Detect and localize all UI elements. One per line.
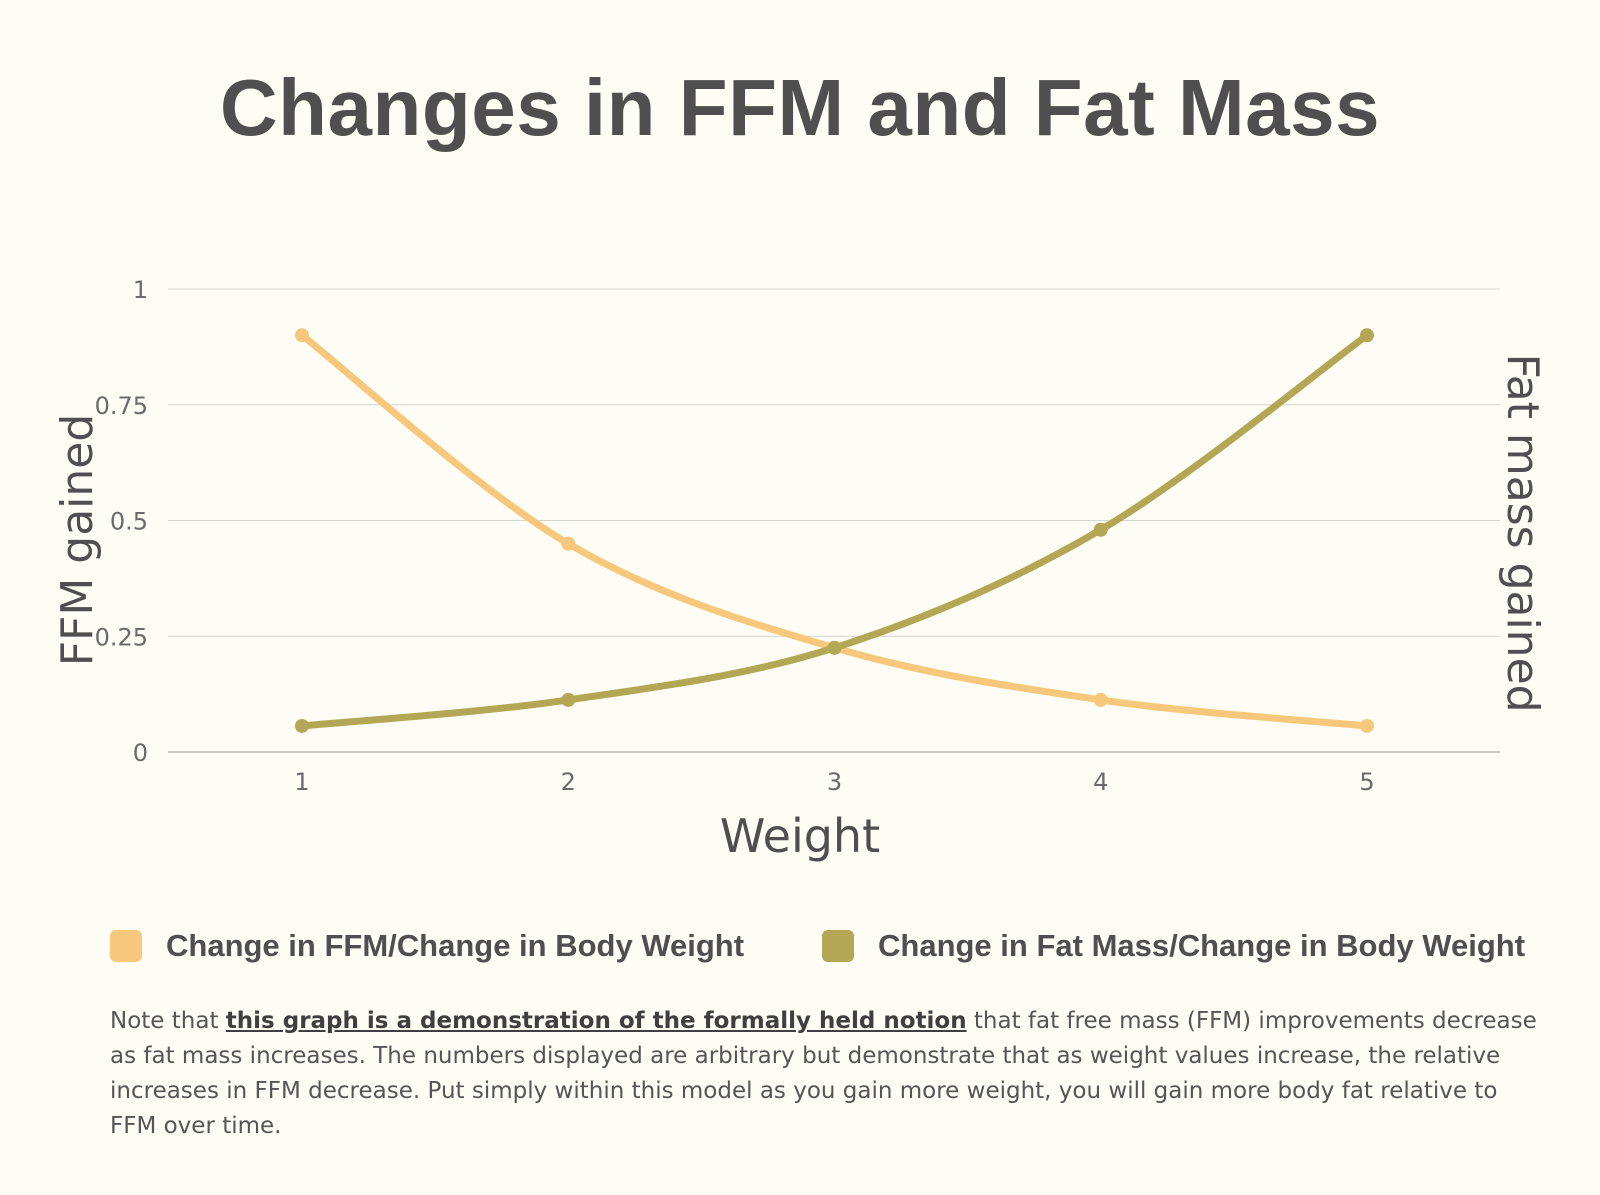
data-point-ffm xyxy=(1093,692,1108,707)
data-point-ffm xyxy=(295,328,309,343)
x-axis-title: Weight xyxy=(720,809,880,863)
legend-label-fat: Change in Fat Mass/Change in Body Weight xyxy=(878,928,1526,963)
data-point-fat xyxy=(1093,522,1108,537)
footnote: Note that this graph is a demonstration … xyxy=(110,1004,1540,1144)
data-point-fat xyxy=(295,718,309,733)
y-tick-label: 0 xyxy=(133,739,148,767)
y-tick-label: 0.25 xyxy=(95,623,148,651)
x-tick-label: 4 xyxy=(1093,768,1108,796)
y-axis-title-left: FFM gained xyxy=(52,414,103,667)
line-chart: 0 0.25 0.5 0.75 1 1 2 3 4 5 Weight FFM gained Fat ma… xyxy=(52,276,1548,863)
legend-swatch-ffm xyxy=(110,930,142,962)
footnote-prefix: Note that xyxy=(110,1008,226,1034)
footnote-emphasis: this graph is a demonstration of the for… xyxy=(225,1008,967,1034)
data-point-fat xyxy=(827,640,842,655)
x-tick-label: 2 xyxy=(561,768,576,796)
data-point-ffm xyxy=(561,536,576,551)
x-tick-label: 3 xyxy=(827,768,842,796)
footnote-body: that fat free mass (FFM) improvements de… xyxy=(110,1008,1537,1139)
data-point-fat xyxy=(561,692,576,707)
y-tick-label: 1 xyxy=(133,276,148,304)
data-point-fat xyxy=(1360,328,1374,343)
legend-item-ffm[interactable]: Change in FFM/Change in Body Weight xyxy=(110,928,744,964)
x-tick-label: 5 xyxy=(1359,768,1374,796)
series-line-ffm xyxy=(298,331,1371,730)
y-tick-label: 0.5 xyxy=(110,508,148,536)
legend-swatch-fat xyxy=(822,930,854,962)
legend-label-ffm: Change in FFM/Change in Body Weight xyxy=(166,928,745,963)
y-axis-title-right: Fat mass gained xyxy=(1497,353,1548,712)
series-line-fat xyxy=(298,331,1371,730)
y-tick-label: 0.75 xyxy=(95,392,148,420)
x-tick-label: 1 xyxy=(294,768,309,796)
data-point-ffm xyxy=(1360,718,1374,733)
chart-title: Changes in FFM and Fat Mass xyxy=(219,63,1381,152)
legend-item-fat[interactable]: Change in Fat Mass/Change in Body Weight xyxy=(822,928,1525,964)
